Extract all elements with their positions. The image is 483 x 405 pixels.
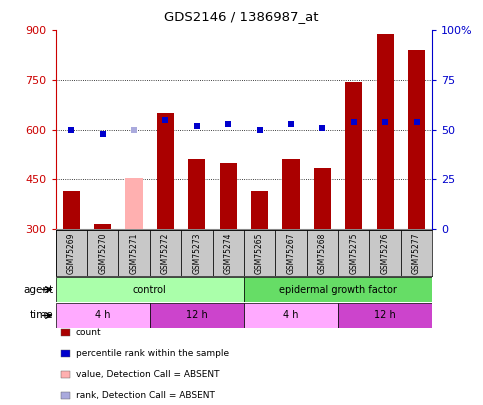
- Bar: [244, 230, 275, 276]
- Text: GSM75271: GSM75271: [129, 232, 139, 274]
- Bar: [314, 168, 331, 229]
- Bar: [157, 113, 174, 229]
- Text: GSM75274: GSM75274: [224, 232, 233, 274]
- Bar: [377, 34, 394, 229]
- Text: time: time: [29, 311, 53, 320]
- Bar: [87, 230, 118, 276]
- Bar: [401, 230, 432, 276]
- Bar: [369, 230, 401, 276]
- Bar: [94, 224, 111, 229]
- Bar: [61, 350, 71, 357]
- Bar: [251, 191, 268, 229]
- Bar: [283, 160, 299, 229]
- Bar: [56, 230, 87, 276]
- Bar: [307, 230, 338, 276]
- Bar: [213, 230, 244, 276]
- Bar: [188, 160, 205, 229]
- Bar: [118, 230, 150, 276]
- Text: GSM75275: GSM75275: [349, 232, 358, 274]
- Text: percentile rank within the sample: percentile rank within the sample: [76, 349, 229, 358]
- Bar: [56, 303, 150, 328]
- Bar: [61, 392, 71, 399]
- Bar: [61, 371, 71, 378]
- Text: 4 h: 4 h: [95, 311, 111, 320]
- Text: 12 h: 12 h: [374, 311, 396, 320]
- Bar: [181, 230, 213, 276]
- Text: GSM75272: GSM75272: [161, 232, 170, 274]
- Text: GSM75273: GSM75273: [192, 232, 201, 274]
- Text: control: control: [133, 285, 167, 294]
- Text: epidermal growth factor: epidermal growth factor: [279, 285, 397, 294]
- Bar: [275, 230, 307, 276]
- Bar: [150, 303, 244, 328]
- Text: GSM75268: GSM75268: [318, 232, 327, 274]
- Text: agent: agent: [23, 285, 53, 294]
- Text: rank, Detection Call = ABSENT: rank, Detection Call = ABSENT: [76, 391, 215, 400]
- Text: GSM75277: GSM75277: [412, 232, 421, 274]
- Text: GSM75267: GSM75267: [286, 232, 296, 274]
- Text: 12 h: 12 h: [186, 311, 208, 320]
- Bar: [244, 303, 338, 328]
- Bar: [150, 230, 181, 276]
- Text: value, Detection Call = ABSENT: value, Detection Call = ABSENT: [76, 370, 219, 379]
- Bar: [56, 277, 244, 302]
- Bar: [408, 50, 425, 229]
- Text: GSM75269: GSM75269: [67, 232, 76, 274]
- Bar: [244, 277, 432, 302]
- Bar: [220, 163, 237, 229]
- Bar: [126, 177, 142, 229]
- Bar: [63, 191, 80, 229]
- Bar: [338, 303, 432, 328]
- Bar: [338, 230, 369, 276]
- Text: GDS2146 / 1386987_at: GDS2146 / 1386987_at: [164, 10, 319, 23]
- Bar: [61, 328, 71, 336]
- Text: count: count: [76, 328, 101, 337]
- Text: GSM75265: GSM75265: [255, 232, 264, 274]
- Text: 4 h: 4 h: [283, 311, 299, 320]
- Text: GSM75276: GSM75276: [381, 232, 390, 274]
- Bar: [345, 82, 362, 229]
- Text: GSM75270: GSM75270: [98, 232, 107, 274]
